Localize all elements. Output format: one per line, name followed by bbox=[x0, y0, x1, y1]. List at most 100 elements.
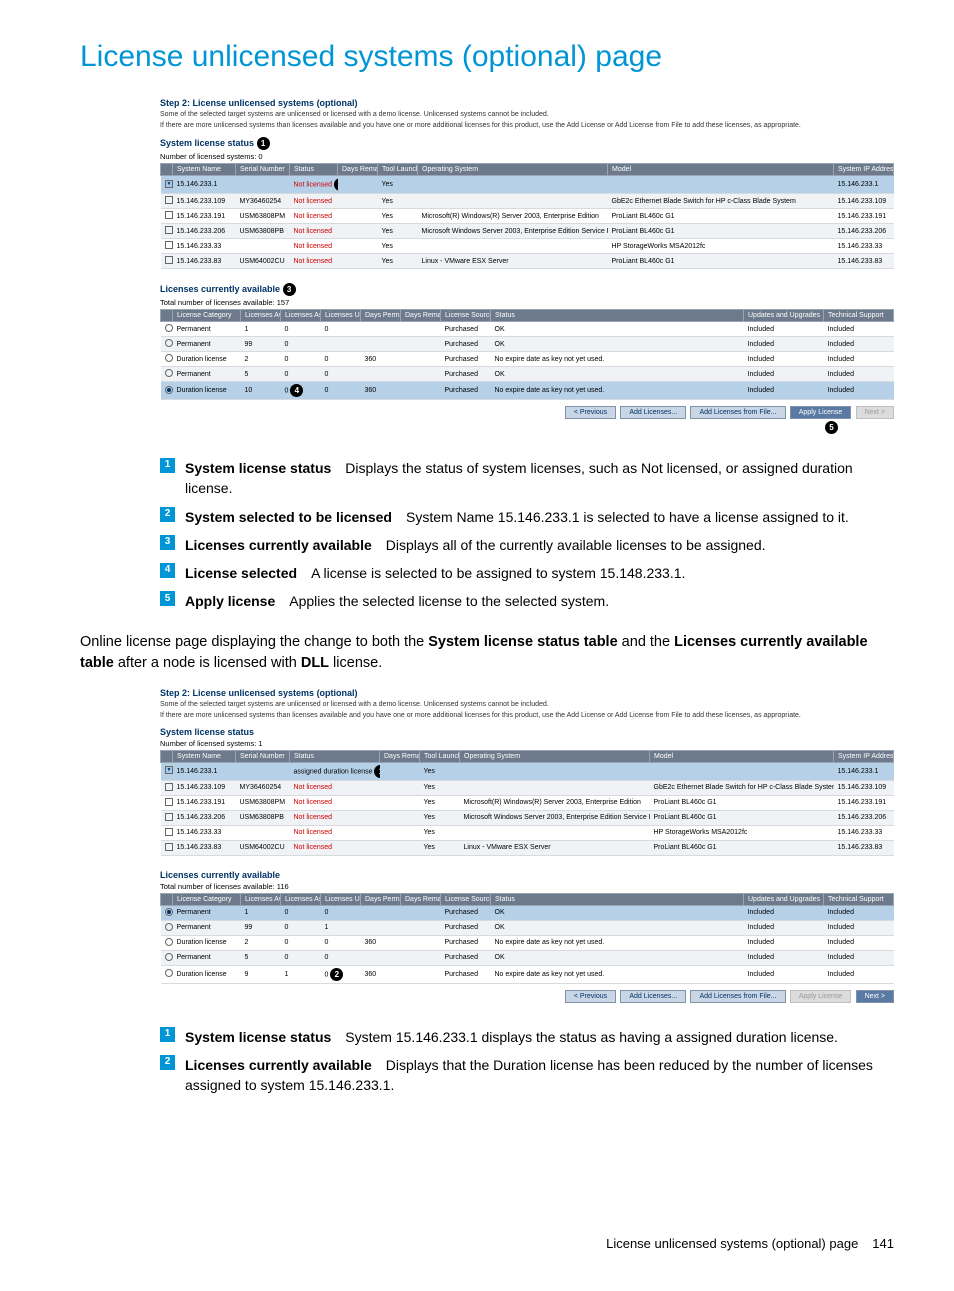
row-checkbox[interactable] bbox=[165, 813, 173, 821]
legend-number: 5 bbox=[160, 591, 175, 606]
row-checkbox[interactable] bbox=[165, 241, 173, 249]
col-header: Days Permitted bbox=[361, 310, 401, 322]
prev-button[interactable]: < Previous bbox=[565, 990, 616, 1003]
add-licenses-button[interactable]: Add Licenses... bbox=[620, 990, 686, 1003]
col-header: License Category bbox=[173, 310, 241, 322]
row-checkbox[interactable] bbox=[165, 180, 173, 188]
row-checkbox[interactable] bbox=[165, 196, 173, 204]
row-checkbox[interactable] bbox=[165, 256, 173, 264]
row-radio[interactable] bbox=[165, 938, 173, 946]
row-radio[interactable] bbox=[165, 969, 173, 977]
callout-1: 1 bbox=[257, 137, 270, 150]
table-row[interactable]: 15.146.233.33Not licensedYesHP StorageWo… bbox=[161, 239, 894, 254]
table-row[interactable]: 15.146.233.1Not licensed 2Yes15.146.233.… bbox=[161, 176, 894, 194]
col-header: Licenses Assigned bbox=[281, 893, 321, 905]
table-row[interactable]: 15.146.233.109MY36460254Not licensedYesG… bbox=[161, 780, 894, 795]
col-header: Status bbox=[290, 164, 338, 176]
col-header: Days Remaining bbox=[401, 893, 441, 905]
row-radio[interactable] bbox=[165, 354, 173, 362]
next-button[interactable]: Next > bbox=[856, 990, 894, 1003]
row-radio[interactable] bbox=[165, 324, 173, 332]
col-header: Days Remaining bbox=[380, 750, 420, 762]
col-header bbox=[161, 750, 173, 762]
row-checkbox[interactable] bbox=[165, 211, 173, 219]
table-row[interactable]: Permanent100PurchasedOKIncludedIncluded bbox=[161, 322, 894, 337]
add-licenses-file-button[interactable]: Add Licenses from File... bbox=[690, 990, 785, 1003]
step-note-1: Some of the selected target systems are … bbox=[160, 111, 894, 118]
table-row[interactable]: 15.146.233.83USM64002CUNot licensedYesLi… bbox=[161, 254, 894, 269]
row-radio[interactable] bbox=[165, 953, 173, 961]
legend-title: Licenses currently available bbox=[185, 1057, 372, 1073]
table-row[interactable]: Permanent500PurchasedOKIncludedIncluded bbox=[161, 950, 894, 965]
licensed-count: Number of licensed systems: 1 bbox=[160, 739, 894, 748]
legend-desc: Displays all of the currently available … bbox=[386, 537, 766, 553]
col-header: Days Remaining bbox=[338, 164, 378, 176]
table-row[interactable]: 15.146.233.109MY36460254Not licensedYesG… bbox=[161, 194, 894, 209]
table-row[interactable]: 15.146.233.191USM63808PMNot licensedYesM… bbox=[161, 795, 894, 810]
table-row[interactable]: Permanent990PurchasedOKIncludedIncluded bbox=[161, 337, 894, 352]
table-row[interactable]: Duration license100 40360PurchasedNo exp… bbox=[161, 382, 894, 400]
col-header: Status bbox=[491, 893, 744, 905]
row-checkbox[interactable] bbox=[165, 843, 173, 851]
system-status-table: System NameSerial NumberStatusDays Remai… bbox=[160, 163, 894, 269]
table-row[interactable]: Duration license200360PurchasedNo expire… bbox=[161, 935, 894, 950]
row-checkbox[interactable] bbox=[165, 783, 173, 791]
row-checkbox[interactable] bbox=[165, 798, 173, 806]
row-checkbox[interactable] bbox=[165, 828, 173, 836]
table-row[interactable]: Permanent100PurchasedOKIncludedIncluded bbox=[161, 905, 894, 920]
legend-item: 1System license statusSystem 15.146.233.… bbox=[160, 1027, 894, 1047]
table-row[interactable]: Duration license200360PurchasedNo expire… bbox=[161, 352, 894, 367]
legend-title: System license status bbox=[185, 460, 331, 476]
step-title: Step 2: License unlicensed systems (opti… bbox=[160, 688, 894, 698]
table-row[interactable]: Permanent9901PurchasedOKIncludedIncluded bbox=[161, 920, 894, 935]
status-section-title: System license status bbox=[160, 727, 894, 737]
legend-number: 2 bbox=[160, 507, 175, 522]
row-checkbox[interactable] bbox=[165, 766, 173, 774]
apply-license-button[interactable]: Apply License bbox=[790, 990, 852, 1003]
step-note-1: Some of the selected target systems are … bbox=[160, 701, 894, 708]
callout-1b: 1 bbox=[374, 765, 379, 778]
callout-3: 3 bbox=[283, 283, 296, 296]
table-row[interactable]: Permanent500PurchasedOKIncludedIncluded bbox=[161, 367, 894, 382]
page-title: License unlicensed systems (optional) pa… bbox=[80, 40, 894, 74]
legend-number: 1 bbox=[160, 458, 175, 473]
licensed-count: Number of licensed systems: 0 bbox=[160, 152, 894, 161]
next-button[interactable]: Next > bbox=[856, 406, 894, 419]
row-radio[interactable] bbox=[165, 923, 173, 931]
legend-item: 5Apply licenseApplies the selected licen… bbox=[160, 591, 894, 611]
legend-title: Licenses currently available bbox=[185, 537, 372, 553]
col-header: Model bbox=[650, 750, 834, 762]
legend-desc: System 15.146.233.1 displays the status … bbox=[345, 1029, 838, 1045]
row-checkbox[interactable] bbox=[165, 226, 173, 234]
col-header: License Source bbox=[441, 310, 491, 322]
table-row[interactable]: Duration license910 2360PurchasedNo expi… bbox=[161, 965, 894, 983]
row-radio[interactable] bbox=[165, 369, 173, 377]
footer-label: License unlicensed systems (optional) pa… bbox=[606, 1236, 858, 1251]
col-header: Updates and Upgrades bbox=[744, 893, 824, 905]
row-radio[interactable] bbox=[165, 339, 173, 347]
col-header: Days Remaining bbox=[401, 310, 441, 322]
callout-4: 4 bbox=[290, 384, 303, 397]
apply-license-button[interactable]: Apply License bbox=[790, 406, 852, 419]
table-row[interactable]: 15.146.233.206USM63808PBNot licensedYesM… bbox=[161, 224, 894, 239]
col-header: Days Permitted bbox=[361, 893, 401, 905]
add-licenses-file-button[interactable]: Add Licenses from File... bbox=[690, 406, 785, 419]
col-header: Licenses Used bbox=[321, 893, 361, 905]
legend-number: 3 bbox=[160, 535, 175, 550]
table-row[interactable]: 15.146.233.206USM63808PBNot licensedYesM… bbox=[161, 810, 894, 825]
row-radio[interactable] bbox=[165, 908, 173, 916]
legend-item: 2Licenses currently availableDisplays th… bbox=[160, 1055, 894, 1096]
callout-5: 5 bbox=[825, 421, 838, 434]
col-header: Licenses Available bbox=[241, 310, 281, 322]
table-row[interactable]: 15.146.233.1assigned duration license 1Y… bbox=[161, 762, 894, 780]
body-paragraph: Online license page displaying the chang… bbox=[80, 632, 894, 674]
table-row[interactable]: 15.146.233.83USM64002CUNot licensedYesLi… bbox=[161, 840, 894, 855]
prev-button[interactable]: < Previous bbox=[565, 406, 616, 419]
table-row[interactable]: 15.146.233.33Not licensedYesHP StorageWo… bbox=[161, 825, 894, 840]
licenses-available-table: License CategoryLicenses AvailableLicens… bbox=[160, 893, 894, 984]
row-radio[interactable] bbox=[165, 386, 173, 394]
add-licenses-button[interactable]: Add Licenses... bbox=[620, 406, 686, 419]
table-row[interactable]: 15.146.233.191USM63808PMNot licensedYesM… bbox=[161, 209, 894, 224]
legend-item: 3 Licenses currently available Displays al… bbox=[160, 535, 894, 555]
col-header: System IP Address bbox=[834, 750, 894, 762]
